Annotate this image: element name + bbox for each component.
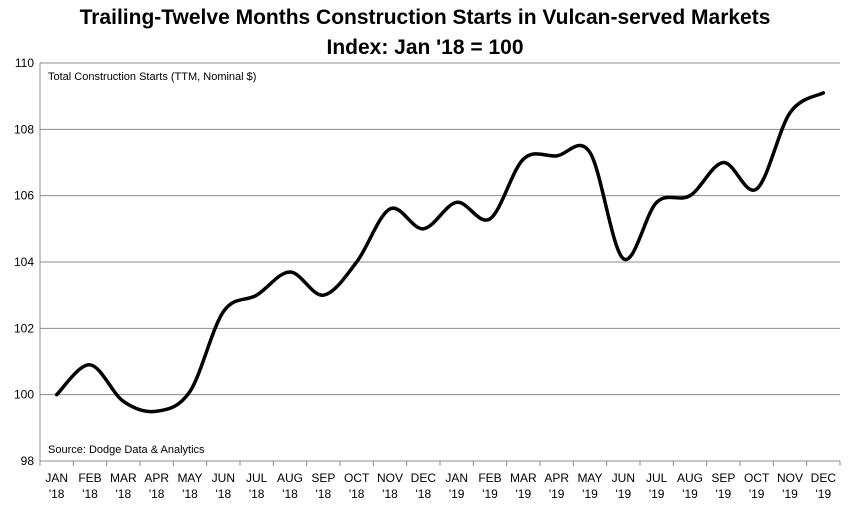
data-point [155,410,158,413]
data-point [289,270,292,273]
data-point [689,194,692,197]
x-tick-label-month: NOV [377,471,403,485]
series-label: Total Construction Starts (TTM, Nominal … [48,71,256,83]
data-point [355,261,358,264]
x-tick-label-year: '19 [516,487,532,501]
x-tick-label-year: '18 [182,487,198,501]
data-point [589,151,592,154]
data-point [189,390,192,393]
x-tick-label-month: DEC [811,471,837,485]
x-tick-label-year: '19 [682,487,698,501]
data-point [722,161,725,164]
data-point [322,294,325,297]
y-tick-label: 106 [14,189,34,203]
data-point [455,201,458,204]
data-point [422,227,425,230]
x-tick-label-month: MAR [510,471,537,485]
x-tick-label-month: FEB [478,471,501,485]
x-tick-label-month: JUN [212,471,235,485]
x-tick-label-month: MAY [577,471,602,485]
x-tick-label-month: MAR [110,471,137,485]
x-tick-label-year: '19 [749,487,765,501]
x-tick-label-month: JAN [45,471,68,485]
data-point [255,294,258,297]
data-point [555,154,558,157]
x-tick-label-month: DEC [411,471,437,485]
x-tick-label-year: '18 [382,487,398,501]
x-tick-label-year: '18 [49,487,65,501]
x-tick-label-month: APR [544,471,569,485]
data-point [122,400,125,403]
x-tick-label-year: '18 [316,487,332,501]
data-point [222,310,225,313]
series-container [54,91,826,414]
x-tick-label-year: '19 [616,487,632,501]
x-tick-label-month: OCT [344,471,370,485]
x-tick-label-year: '18 [249,487,265,501]
x-tick-label-year: '19 [482,487,498,501]
x-tick-label-year: '18 [82,487,98,501]
x-tick-label-month: NOV [777,471,803,485]
x-tick-label-year: '18 [149,487,165,501]
x-tick-label-month: APR [144,471,169,485]
series-line [54,91,826,414]
x-tick-label-month: AUG [677,471,703,485]
data-point [655,201,658,204]
y-axis-ticks: 98 100 102 104 106 108 110 [14,56,34,468]
y-tick-label: 108 [14,122,34,136]
x-tick-label-year: '18 [282,487,298,501]
x-tick-label-year: '18 [216,487,232,501]
y-tick-label: 100 [14,388,34,402]
x-tick-label-month: MAY [177,471,202,485]
x-tick-label-month: SEP [711,471,735,485]
x-tick-label-month: SEP [311,471,335,485]
x-tick-label-year: '19 [782,487,798,501]
x-tick-label-month: JUN [612,471,635,485]
x-tick-label-year: '19 [649,487,665,501]
x-tick-label-month: JUL [646,471,668,485]
gridlines [39,62,841,466]
x-tick-label-year: '19 [716,487,732,501]
data-point [489,217,492,220]
x-tick-label-month: JAN [445,471,468,485]
x-tick-label-year: '18 [416,487,432,501]
x-tick-label-year: '19 [449,487,465,501]
source-note: Source: Dodge Data & Analytics [48,444,205,456]
data-point [755,188,758,191]
x-tick-label-year: '18 [116,487,132,501]
data-point [789,111,792,114]
chart-title: Trailing-Twelve Months Construction Star… [80,6,771,29]
x-tick-label-month: OCT [744,471,770,485]
data-point [822,91,825,94]
data-point [522,158,525,161]
x-tick-label-year: '18 [349,487,365,501]
data-point [389,207,392,210]
data-point [89,363,92,366]
x-tick-label-year: '19 [582,487,598,501]
data-point [55,393,58,396]
y-tick-label: 104 [14,255,34,269]
chart-subtitle: Index: Jan '18 = 100 [326,36,523,59]
x-tick-label-year: '19 [816,487,832,501]
y-tick-label: 110 [15,56,34,70]
x-axis-ticks: JAN '18 FEB '18 MAR '18 APR '18 MAY '18 JUN '18 JUL '… [45,471,836,501]
y-tick-label: 98 [21,454,35,468]
x-tick-label-month: AUG [277,471,303,485]
x-tick-label-year: '19 [549,487,565,501]
y-tick-label: 102 [14,321,34,335]
x-tick-label-month: JUL [246,471,268,485]
x-tick-label-month: FEB [78,471,101,485]
data-point [622,257,625,260]
